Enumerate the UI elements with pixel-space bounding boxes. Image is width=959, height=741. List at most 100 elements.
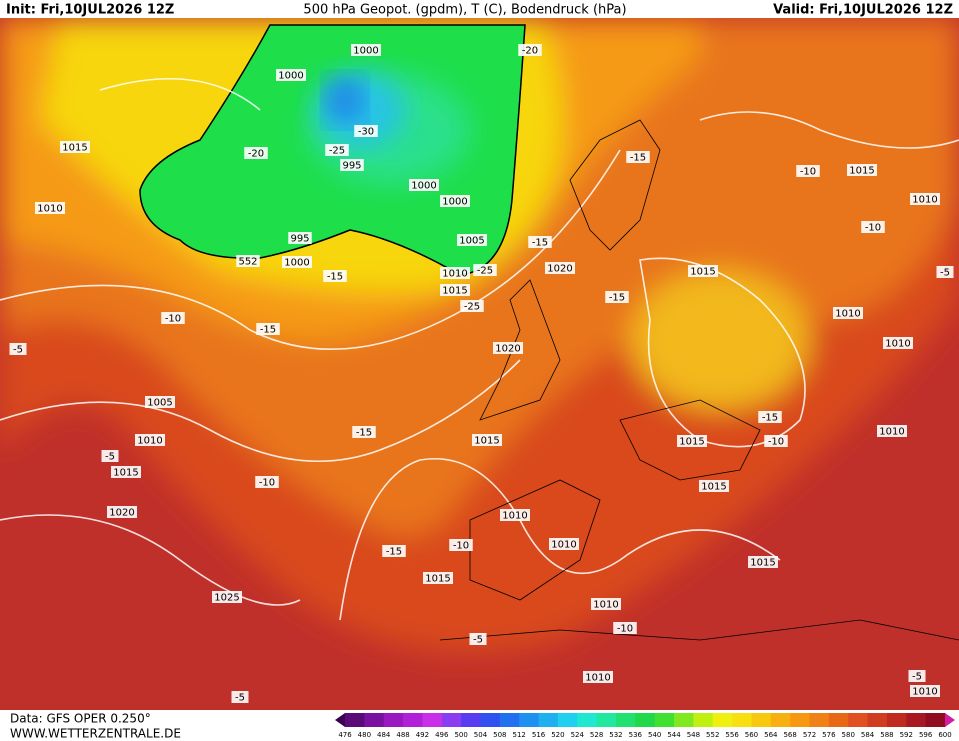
label-box <box>748 556 778 568</box>
scale-label: 552 <box>706 731 719 739</box>
scale-label: 496 <box>435 731 449 739</box>
contour-label: 1005 <box>147 398 172 409</box>
contour-label: 1010 <box>593 600 618 611</box>
label-box <box>469 633 487 645</box>
scale-swatch <box>422 713 443 727</box>
contour-label: -15 <box>532 238 548 249</box>
label-box <box>276 69 306 81</box>
map-title: 500 hPa Geopot. (gpdm), T (C), Bodendruc… <box>303 3 626 18</box>
contour-label: 1010 <box>879 427 904 438</box>
scale-label: 532 <box>609 731 622 739</box>
valid-time: Valid: Fri,10JUL2026 12Z <box>773 3 953 18</box>
contour-label: -10 <box>259 478 275 489</box>
scale-swatch <box>809 713 830 727</box>
label-box <box>354 125 378 137</box>
label-box <box>545 262 575 274</box>
scale-label: 544 <box>667 731 681 739</box>
label-box <box>111 466 141 478</box>
label-box <box>60 141 90 153</box>
scale-swatch <box>925 713 946 727</box>
contour-label: 1015 <box>474 436 499 447</box>
contour-label: 1025 <box>214 593 239 604</box>
label-box <box>212 591 242 603</box>
contour-label: 552 <box>238 257 257 268</box>
scale-swatch <box>906 713 927 727</box>
scale-swatch <box>790 713 811 727</box>
contour-label: -20 <box>248 149 264 160</box>
contour-label: 1000 <box>442 197 467 208</box>
scale-label: 600 <box>938 731 951 739</box>
contour-label: -15 <box>630 153 646 164</box>
scale-swatch <box>403 713 423 727</box>
scale-arrow-right <box>945 713 955 727</box>
contour-label: 1010 <box>551 540 576 551</box>
label-box <box>256 323 280 335</box>
scale-label: 540 <box>648 731 661 739</box>
scale-swatch <box>519 713 540 727</box>
scale-swatch <box>364 713 385 727</box>
label-box <box>847 164 877 176</box>
contour-label: 1010 <box>835 309 860 320</box>
contour-label: 1000 <box>353 46 378 57</box>
contour-label: 1010 <box>885 339 910 350</box>
label-box <box>9 343 27 355</box>
contour-label: 1010 <box>442 269 467 280</box>
scale-swatch <box>461 713 481 727</box>
scale-label: 584 <box>861 731 875 739</box>
scale-swatch <box>538 713 559 727</box>
contour-label: 1020 <box>547 264 572 275</box>
scale-label: 500 <box>454 731 467 739</box>
scale-label: 580 <box>842 731 855 739</box>
label-box <box>101 450 119 462</box>
scale-swatch <box>693 713 714 727</box>
label-box <box>591 598 621 610</box>
scale-label: 528 <box>590 731 603 739</box>
contour-label: 1000 <box>278 71 303 82</box>
label-box <box>440 284 470 296</box>
label-box <box>231 691 249 703</box>
contour-label: 1010 <box>912 687 937 698</box>
label-box <box>677 435 707 447</box>
map: 1015 1010 1000 1000 -20 -25 -30 995 1000 1000 1005… <box>0 18 959 710</box>
label-box <box>352 426 376 438</box>
scale-swatch <box>383 713 404 727</box>
contour-label: 995 <box>342 161 361 172</box>
contour-label: 1015 <box>62 143 87 154</box>
label-box <box>936 266 954 278</box>
label-box <box>883 337 913 349</box>
label-box <box>549 538 579 550</box>
scale-label: 476 <box>338 731 352 739</box>
scale-swatch <box>480 713 501 727</box>
label-box <box>282 256 312 268</box>
scale-label: 592 <box>900 731 913 739</box>
contour-label: -10 <box>800 167 816 178</box>
scale-swatch <box>577 713 598 727</box>
label-box <box>244 147 268 159</box>
scale-swatch <box>848 713 869 727</box>
contour-label: -15 <box>356 428 372 439</box>
label-box <box>500 509 530 521</box>
scale-swatch <box>828 713 849 727</box>
scale-swatch <box>867 713 888 727</box>
scale-label: 480 <box>358 731 371 739</box>
scale-label: 512 <box>513 731 526 739</box>
label-box <box>910 685 940 697</box>
contour-label: -15 <box>762 413 778 424</box>
scale-swatch <box>557 713 578 727</box>
scale-label: 564 <box>764 731 778 739</box>
label-box <box>325 144 349 156</box>
contour-label: -5 <box>105 452 115 463</box>
scale-swatch <box>770 713 791 727</box>
contour-label: 1010 <box>502 511 527 522</box>
label-box <box>626 151 650 163</box>
scale-label: 556 <box>725 731 739 739</box>
contour-label: 1020 <box>109 508 134 519</box>
label-box <box>35 202 65 214</box>
contour-label: -15 <box>327 272 343 283</box>
scale-swatch <box>635 713 656 727</box>
contour-label: -25 <box>464 302 480 313</box>
label-box <box>583 671 613 683</box>
contour-label: -5 <box>235 693 245 704</box>
scale-label: 492 <box>416 731 429 739</box>
scale-label: 508 <box>493 731 506 739</box>
